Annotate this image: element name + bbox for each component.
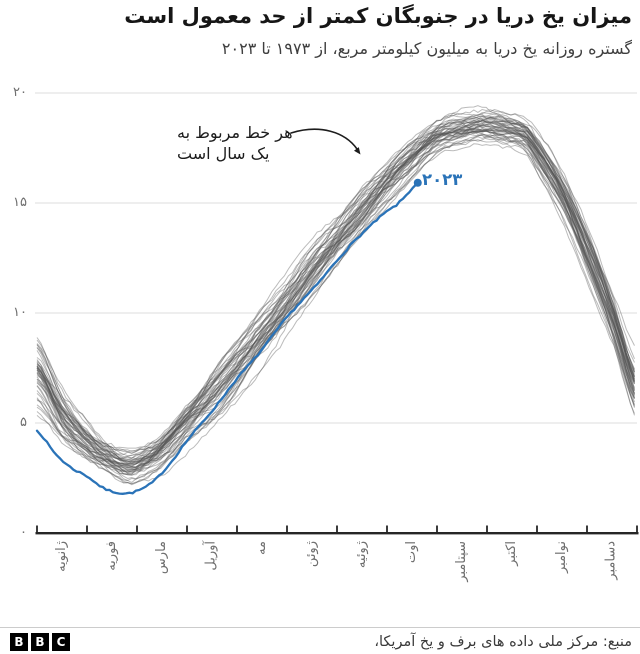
- x-axis-tick: [36, 525, 38, 533]
- year-line: [36, 113, 635, 466]
- year-line: [36, 128, 635, 463]
- year-line: [36, 115, 635, 460]
- year-line: [36, 120, 635, 461]
- x-axis-label: ژانویه: [54, 541, 69, 572]
- footer-divider: [0, 627, 640, 628]
- annotation-text: هر خط مربوط به یک سال است: [177, 122, 293, 164]
- year-line: [36, 112, 635, 452]
- series-2023-line: [35, 181, 419, 495]
- x-axis-label: ژوئن: [304, 541, 319, 568]
- year-line: [36, 130, 635, 469]
- year-line: [36, 128, 635, 475]
- year-line: [36, 127, 635, 464]
- year-line: [36, 128, 635, 471]
- y-axis-label: ۵: [20, 415, 27, 430]
- x-axis-tick: [336, 525, 338, 533]
- year-line: [36, 108, 635, 459]
- x-axis-label: مارس: [154, 541, 169, 575]
- year-line: [36, 125, 635, 469]
- y-axis-label: ۰: [20, 525, 27, 540]
- bbc-logo-letter-b2: B: [31, 633, 49, 651]
- source-attribution: منبع: مرکز ملی داده های برف و یخ آمریکا،: [374, 634, 632, 650]
- year-line: [36, 121, 635, 459]
- x-axis-label: ژوئیه: [354, 541, 369, 569]
- year-line: [36, 117, 635, 463]
- year-line: [36, 135, 635, 480]
- year-line: [36, 119, 635, 471]
- year-line: [36, 130, 635, 468]
- series-2023-label: ۲۰۲۳: [422, 170, 463, 189]
- x-axis-label: نوامبر: [554, 541, 569, 574]
- x-axis-tick: [586, 525, 588, 533]
- x-axis-tick: [286, 525, 288, 533]
- year-line: [36, 128, 635, 469]
- year-line: [36, 111, 635, 456]
- bbc-logo-letter-c: C: [52, 633, 70, 651]
- x-axis-label: سپتامبر: [454, 541, 469, 582]
- year-line: [36, 118, 635, 465]
- x-axis-label: اوت: [404, 541, 419, 564]
- year-line: [36, 139, 635, 474]
- x-axis-label: مه: [254, 541, 269, 555]
- x-axis-label: فوریه: [104, 541, 119, 571]
- year-line: [36, 128, 635, 476]
- x-axis-tick: [136, 525, 138, 533]
- x-axis-tick: [436, 525, 438, 533]
- y-axis-label: ۲۰: [13, 85, 27, 100]
- x-axis-line: [35, 532, 639, 535]
- y-axis-label: ۱۵: [13, 195, 27, 210]
- x-axis-tick: [86, 525, 88, 533]
- x-axis-tick: [486, 525, 488, 533]
- x-axis-label: اکتبر: [504, 541, 519, 566]
- page-subtitle: گستره روزانه یخ دریا به میلیون کیلومتر م…: [221, 39, 632, 58]
- year-line: [36, 120, 635, 473]
- x-axis-tick: [186, 525, 188, 533]
- y-axis-label: ۱۰: [13, 305, 27, 320]
- year-line: [36, 123, 635, 461]
- year-line: [36, 127, 635, 476]
- annotation-line-2: یک سال است: [177, 144, 270, 163]
- year-line: [36, 134, 635, 473]
- page-title: میزان یخ دریا در جنوبگان کمتر از حد معمو…: [124, 4, 632, 28]
- x-axis-tick: [386, 525, 388, 533]
- year-line: [36, 120, 635, 457]
- year-line: [36, 130, 635, 465]
- year-line: [36, 120, 635, 471]
- year-line: [36, 124, 635, 460]
- annotation-line-1: هر خط مربوط به: [177, 123, 293, 142]
- x-axis-tick: [536, 525, 538, 533]
- x-axis-tick: [236, 525, 238, 533]
- year-line: [36, 117, 635, 453]
- year-line: [36, 125, 635, 466]
- x-axis-label: آوریل: [204, 541, 219, 571]
- year-line: [36, 123, 635, 475]
- year-line: [36, 133, 635, 485]
- year-line: [36, 118, 635, 469]
- year-line: [36, 108, 635, 465]
- year-line: [36, 125, 635, 467]
- bbc-logo: B B C: [10, 633, 70, 651]
- year-line: [36, 115, 635, 454]
- year-line: [36, 132, 635, 486]
- year-line: [36, 121, 635, 472]
- year-line: [36, 114, 635, 449]
- year-line: [36, 127, 635, 468]
- year-line: [36, 129, 635, 473]
- bbc-logo-letter-b1: B: [10, 633, 28, 651]
- year-line: [36, 105, 635, 474]
- year-line: [36, 120, 635, 464]
- x-axis-label: دسامبر: [604, 541, 619, 580]
- series-2023-endpoint-dot: [413, 178, 422, 187]
- year-line: [36, 115, 635, 462]
- year-line: [36, 143, 635, 485]
- year-line: [36, 116, 635, 468]
- x-axis-tick: [636, 525, 638, 533]
- year-line: [36, 136, 635, 483]
